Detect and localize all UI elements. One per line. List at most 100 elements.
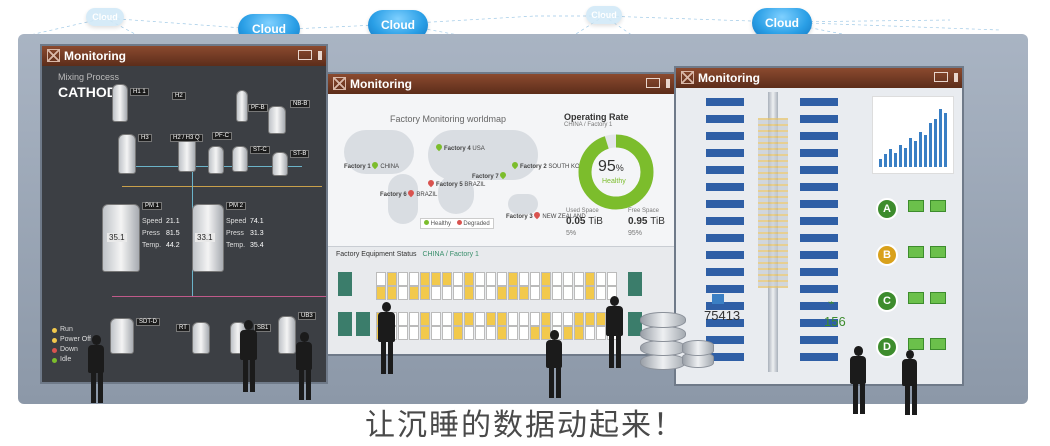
equipment-chip[interactable]: [800, 217, 838, 225]
equipment-chip[interactable]: [706, 149, 744, 157]
equipment-slot[interactable]: [376, 286, 386, 300]
equipment-chip[interactable]: [800, 353, 838, 361]
screen-icon[interactable]: [934, 72, 948, 82]
equipment-slot[interactable]: [453, 326, 463, 340]
equipment-slot[interactable]: [596, 286, 606, 300]
equipment-slot[interactable]: [464, 272, 474, 286]
screen-icon[interactable]: [646, 78, 660, 88]
equipment-slot[interactable]: [442, 326, 452, 340]
equipment-chip[interactable]: [706, 217, 744, 225]
equipment-slot[interactable]: [596, 326, 606, 340]
zone-badge[interactable]: C: [876, 290, 898, 312]
equipment-slot[interactable]: [409, 326, 419, 340]
equipment-slot[interactable]: [585, 286, 595, 300]
equipment-slot[interactable]: [596, 312, 606, 326]
equipment-slot[interactable]: [453, 272, 463, 286]
equipment-slot[interactable]: [563, 312, 573, 326]
equipment-chip[interactable]: [706, 336, 744, 344]
zone-badge[interactable]: B: [876, 244, 898, 266]
equipment-chip[interactable]: [800, 234, 838, 242]
screen-icon[interactable]: [298, 50, 312, 60]
equipment-chip[interactable]: [706, 200, 744, 208]
equipment-slot[interactable]: [574, 312, 584, 326]
equipment-slot[interactable]: [519, 272, 529, 286]
equipment-slot[interactable]: [574, 326, 584, 340]
equipment-slot[interactable]: [508, 312, 518, 326]
equipment-slot[interactable]: [519, 312, 529, 326]
close-icon[interactable]: [333, 77, 346, 90]
equipment-block[interactable]: [356, 312, 370, 336]
factory-pin[interactable]: Factory 7: [472, 170, 508, 180]
equipment-slot[interactable]: [552, 286, 562, 300]
equipment-slot[interactable]: [519, 286, 529, 300]
close-icon[interactable]: [681, 71, 694, 84]
equipment-chip[interactable]: [800, 166, 838, 174]
equipment-slot[interactable]: [387, 286, 397, 300]
equipment-chip[interactable]: [706, 285, 744, 293]
equipment-slot[interactable]: [486, 312, 496, 326]
equipment-slot[interactable]: [475, 272, 485, 286]
equipment-tag[interactable]: PF-C: [212, 132, 232, 140]
equipment-chip[interactable]: [706, 268, 744, 276]
equipment-chip[interactable]: [800, 98, 838, 106]
equipment-slot[interactable]: [464, 326, 474, 340]
equipment-tag[interactable]: PM 2: [226, 202, 247, 210]
equipment-tag[interactable]: ST-B: [290, 150, 310, 158]
equipment-slot[interactable]: [453, 286, 463, 300]
equipment-block[interactable]: [628, 272, 642, 296]
equipment-chip[interactable]: [706, 302, 744, 310]
pin-icon[interactable]: [666, 79, 670, 88]
factory-pin[interactable]: Factory 2 SOUTH KOREA: [510, 160, 592, 170]
equipment-slot[interactable]: [431, 286, 441, 300]
equipment-slot[interactable]: [398, 272, 408, 286]
zone-badge[interactable]: D: [876, 336, 898, 358]
equipment-slot[interactable]: [530, 312, 540, 326]
equipment-slot[interactable]: [563, 326, 573, 340]
equipment-slot[interactable]: [486, 286, 496, 300]
equipment-slot[interactable]: [497, 326, 507, 340]
equipment-tag[interactable]: PM 1: [142, 202, 163, 210]
equipment-slot[interactable]: [552, 272, 562, 286]
equipment-tag[interactable]: H1 1: [130, 88, 149, 96]
equipment-slot[interactable]: [541, 286, 551, 300]
equipment-slot[interactable]: [497, 272, 507, 286]
factory-pin[interactable]: Factory 1 CHINA: [344, 160, 399, 170]
equipment-tag[interactable]: UB3: [298, 312, 316, 320]
equipment-slot[interactable]: [387, 272, 397, 286]
equipment-tag[interactable]: RT: [176, 324, 190, 332]
equipment-slot[interactable]: [596, 272, 606, 286]
equipment-chip[interactable]: [706, 115, 744, 123]
equipment-slot[interactable]: [409, 312, 419, 326]
equipment-tag[interactable]: SDT-D: [136, 318, 160, 326]
pin-icon[interactable]: [318, 51, 322, 60]
equipment-slot[interactable]: [398, 286, 408, 300]
equipment-slot[interactable]: [574, 272, 584, 286]
equipment-slot[interactable]: [464, 286, 474, 300]
equipment-slot[interactable]: [541, 312, 551, 326]
equipment-chip[interactable]: [800, 132, 838, 140]
equipment-tag[interactable]: PF-B: [248, 104, 268, 112]
factory-pin[interactable]: Factory 5 BRAZIL: [426, 178, 485, 188]
equipment-slot[interactable]: [552, 312, 562, 326]
equipment-chip[interactable]: [800, 183, 838, 191]
equipment-tag[interactable]: NB-B: [290, 100, 311, 108]
equipment-slot[interactable]: [563, 286, 573, 300]
equipment-slot[interactable]: [530, 326, 540, 340]
equipment-slot[interactable]: [442, 312, 452, 326]
equipment-slot[interactable]: [508, 286, 518, 300]
equipment-slot[interactable]: [475, 312, 485, 326]
equipment-slot[interactable]: [398, 312, 408, 326]
equipment-slot[interactable]: [409, 272, 419, 286]
equipment-chip[interactable]: [706, 319, 744, 327]
factory-pin[interactable]: Factory 6 BRAZIL: [380, 188, 437, 198]
equipment-slot[interactable]: [563, 272, 573, 286]
equipment-tag[interactable]: SB1: [254, 324, 272, 332]
equipment-slot[interactable]: [420, 312, 430, 326]
equipment-slot[interactable]: [420, 326, 430, 340]
equipment-chip[interactable]: [706, 132, 744, 140]
equipment-slot[interactable]: [530, 286, 540, 300]
equipment-slot[interactable]: [409, 286, 419, 300]
factory-pin[interactable]: Factory 3 NEW ZEALAND: [506, 210, 586, 220]
equipment-chip[interactable]: [800, 336, 838, 344]
equipment-slot[interactable]: [585, 312, 595, 326]
